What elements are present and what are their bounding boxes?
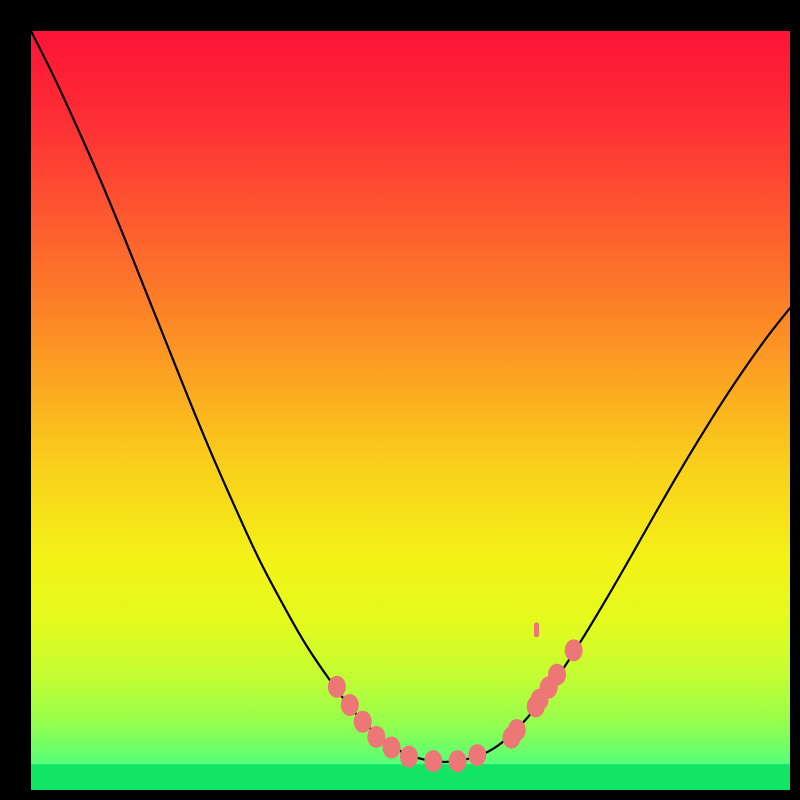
outer-frame [790, 0, 800, 800]
outer-frame [0, 790, 800, 800]
curve-marker [565, 639, 583, 661]
curve-marker [424, 750, 442, 772]
curve-marker [508, 719, 526, 741]
curve-marker [341, 694, 359, 716]
curve-marker [367, 726, 385, 748]
optimal-band [31, 764, 790, 790]
gradient-background [31, 31, 790, 790]
outer-frame [0, 0, 800, 31]
bottleneck-curve-chart [31, 31, 790, 790]
outer-frame [0, 0, 31, 800]
curve-marker [449, 750, 467, 772]
curve-marker [548, 664, 566, 686]
curve-marker [468, 744, 486, 766]
stray-marker [534, 622, 539, 637]
curve-marker [383, 736, 401, 758]
curve-marker [328, 676, 346, 698]
curve-marker [354, 711, 372, 733]
curve-marker [400, 746, 418, 768]
